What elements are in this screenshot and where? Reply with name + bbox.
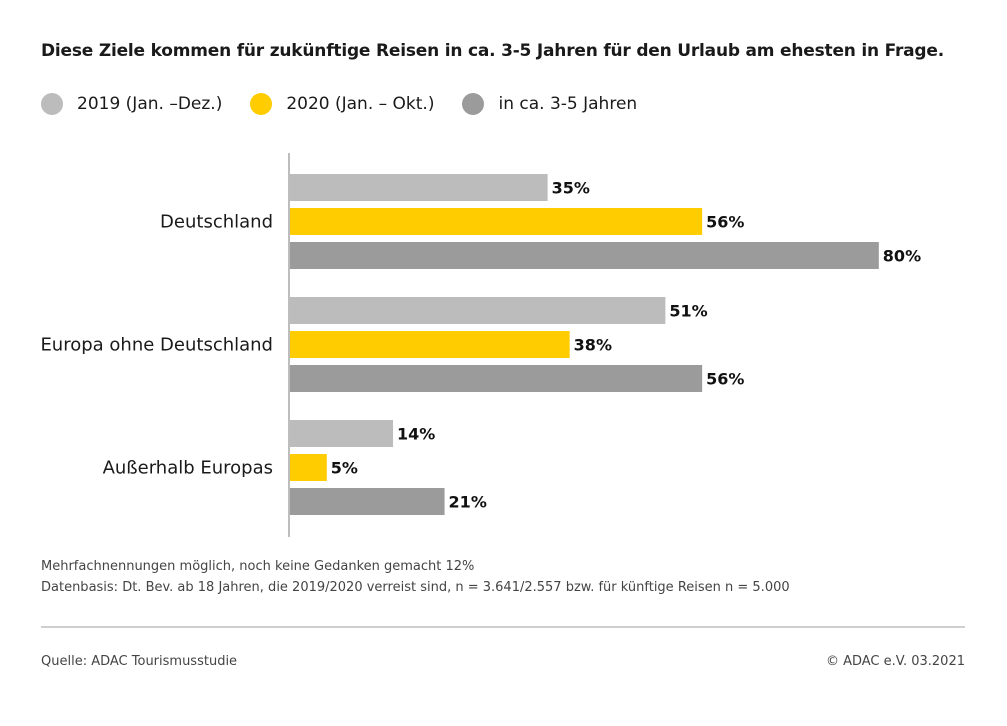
- data-label-deutschland-2020: 56%: [706, 213, 744, 232]
- data-label-europa-future: 56%: [706, 370, 744, 389]
- data-label-ausserhalb-future: 21%: [449, 493, 487, 512]
- footnote-mentions: Mehrfachnennungen möglich, noch keine Ge…: [41, 559, 475, 574]
- source-text: Quelle: ADAC Tourismusstudie: [41, 654, 238, 669]
- bar-ausserhalb-2019: [290, 420, 394, 447]
- footnote-database: Datenbasis: Dt. Bev. ab 18 Jahren, die 2…: [41, 580, 790, 595]
- legend-label-future: in ca. 3-5 Jahren: [498, 94, 638, 114]
- bar-ausserhalb-future: [290, 488, 445, 515]
- legend-label-2020: 2020 (Jan. – Okt.): [286, 94, 435, 114]
- category-label-deutschland: Deutschland: [160, 212, 273, 233]
- chart-title: Diese Ziele kommen für zukünftige Reisen…: [41, 41, 944, 61]
- category-label-europa: Europa ohne Deutschland: [40, 335, 273, 356]
- data-label-ausserhalb-2020: 5%: [331, 459, 358, 478]
- bar-europa-2020: [290, 331, 570, 358]
- legend: 2019 (Jan. –Dez.) 2020 (Jan. – Okt.) in …: [41, 93, 665, 115]
- legend-swatch-future: [462, 93, 485, 115]
- data-label-deutschland-future: 80%: [883, 247, 921, 266]
- footer-divider: [41, 626, 965, 628]
- category-label-ausserhalb: Außerhalb Europas: [103, 458, 273, 479]
- bar-deutschland-2019: [290, 174, 548, 201]
- data-label-ausserhalb-2019: 14%: [397, 425, 435, 444]
- legend-item-2019: 2019 (Jan. –Dez.): [41, 93, 222, 115]
- legend-item-2020: 2020 (Jan. – Okt.): [250, 93, 434, 115]
- bar-deutschland-future: [290, 242, 879, 269]
- bar-europa-2019: [290, 297, 666, 324]
- data-label-europa-2020: 38%: [574, 336, 612, 355]
- copyright-text: © ADAC e.V. 03.2021: [825, 654, 965, 669]
- legend-swatch-2019: [41, 93, 63, 115]
- bar-deutschland-2020: [290, 208, 703, 235]
- bar-europa-future: [290, 365, 703, 392]
- legend-item-future: in ca. 3-5 Jahren: [462, 93, 637, 115]
- legend-swatch-2020: [250, 93, 273, 115]
- data-label-europa-2019: 51%: [669, 302, 707, 321]
- bar-ausserhalb-2020: [290, 454, 327, 481]
- data-label-deutschland-2019: 35%: [552, 179, 590, 198]
- legend-label-2019: 2019 (Jan. –Dez.): [77, 94, 223, 114]
